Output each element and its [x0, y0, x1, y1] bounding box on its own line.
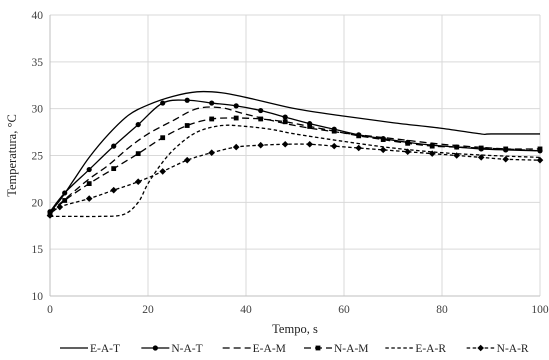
data-point-n-a-m — [62, 198, 68, 203]
data-point-n-a-m — [184, 123, 190, 128]
legend-item-n-a-r: N-A-R — [466, 343, 529, 355]
data-point-n-a-m — [429, 143, 435, 149]
data-point-n-a-m — [209, 116, 215, 122]
x-tick-label: 0 — [47, 304, 53, 316]
legend-label: N-A-R — [497, 343, 529, 355]
x-tick-label: 40 — [240, 304, 252, 316]
legend-marker — [152, 345, 158, 351]
data-point-n-a-r — [330, 142, 338, 150]
data-point-n-a-r — [477, 154, 485, 161]
data-point-n-a-t — [135, 121, 141, 128]
x-tick-label: 80 — [436, 304, 448, 316]
legend-item-e-a-r: E-A-R — [385, 343, 446, 355]
x-tick-label: 100 — [531, 304, 549, 316]
y-tick-label: 10 — [32, 291, 44, 303]
series-line-e-a-m — [49, 106, 541, 214]
legend-label: E-A-T — [90, 343, 120, 355]
y-tick-label: 35 — [32, 57, 44, 69]
data-point-n-a-r — [46, 212, 54, 219]
data-point-n-a-m — [405, 140, 411, 146]
data-point-n-a-m — [135, 151, 141, 157]
axes — [49, 15, 540, 297]
y-tick-label: 25 — [32, 151, 44, 163]
data-point-n-a-m — [537, 146, 543, 152]
data-point-n-a-m — [86, 181, 92, 186]
legend-label: N-A-M — [334, 343, 369, 355]
data-point-n-a-r — [110, 186, 117, 194]
legend-marker — [315, 345, 321, 351]
x-tick-label: 60 — [338, 304, 350, 316]
data-point-n-a-r — [183, 156, 191, 164]
data-point-n-a-r — [536, 156, 544, 164]
data-point-n-a-m — [233, 115, 239, 121]
y-tick-label: 15 — [32, 244, 44, 256]
data-point-n-a-t — [86, 166, 92, 173]
data-point-n-a-r — [134, 178, 142, 186]
data-point-n-a-t — [209, 100, 215, 106]
grid-lines — [50, 14, 541, 296]
data-point-n-a-r — [56, 203, 64, 211]
legend-label: E-A-R — [415, 343, 446, 355]
data-point-n-a-r — [159, 168, 166, 175]
data-point-n-a-m — [307, 124, 313, 129]
legend-item-n-a-t: N-A-T — [141, 343, 203, 355]
data-point-n-a-m — [111, 166, 117, 172]
series-lines — [49, 90, 541, 218]
data-point-n-a-t — [62, 190, 68, 196]
legend-label: N-A-T — [171, 343, 202, 355]
series-line-e-a-r — [49, 124, 541, 218]
y-tick-label: 20 — [32, 197, 44, 209]
series-markers — [46, 97, 544, 219]
series-line-e-a-t — [49, 90, 540, 213]
data-point-n-a-r — [428, 150, 436, 157]
legend-item-n-a-m: N-A-M — [304, 343, 369, 355]
x-tick-label: 20 — [142, 304, 154, 316]
data-point-n-a-m — [503, 146, 509, 152]
data-point-n-a-t — [160, 100, 166, 106]
data-point-n-a-r — [355, 144, 362, 152]
data-point-n-a-m — [160, 135, 166, 141]
legend-label: E-A-M — [253, 343, 286, 355]
y-tick-label: 40 — [32, 10, 44, 22]
data-point-n-a-t — [184, 97, 190, 103]
data-point-n-a-m — [380, 137, 386, 142]
legend-item-e-a-m: E-A-M — [222, 343, 286, 355]
legend: E-A-T N-A-T E-A-M N-A-M E-A-R N-A-R — [60, 343, 529, 355]
data-point-n-a-r — [208, 149, 215, 156]
data-point-n-a-m — [454, 144, 460, 150]
y-axis-label: Temperatura, °C — [5, 114, 19, 197]
data-point-n-a-m — [258, 116, 264, 122]
data-point-n-a-r — [453, 152, 460, 159]
data-point-n-a-r — [502, 155, 509, 163]
data-point-n-a-r — [404, 148, 411, 156]
data-point-n-a-r — [281, 140, 289, 148]
data-point-n-a-t — [233, 103, 239, 109]
series-line-n-a-m — [49, 117, 541, 215]
legend-marker — [477, 344, 484, 352]
data-point-n-a-m — [282, 119, 288, 125]
data-point-n-a-m — [331, 128, 337, 134]
data-point-n-a-r — [379, 146, 387, 154]
data-point-n-a-t — [111, 143, 117, 149]
x-axis-label: Tempo, s — [272, 322, 318, 336]
tick-labels: 10 15 20 25 30 35 40 0 20 40 60 80 100 — [32, 10, 549, 316]
data-point-n-a-t — [258, 107, 264, 114]
data-point-n-a-r — [232, 143, 240, 151]
data-point-n-a-t — [282, 114, 288, 120]
data-point-n-a-r — [306, 140, 313, 148]
data-point-n-a-r — [85, 195, 93, 202]
legend-item-e-a-t: E-A-T — [60, 343, 120, 355]
data-point-n-a-m — [478, 145, 484, 151]
y-tick-label: 30 — [32, 104, 44, 116]
data-point-n-a-m — [356, 133, 362, 139]
data-point-n-a-r — [257, 141, 264, 149]
